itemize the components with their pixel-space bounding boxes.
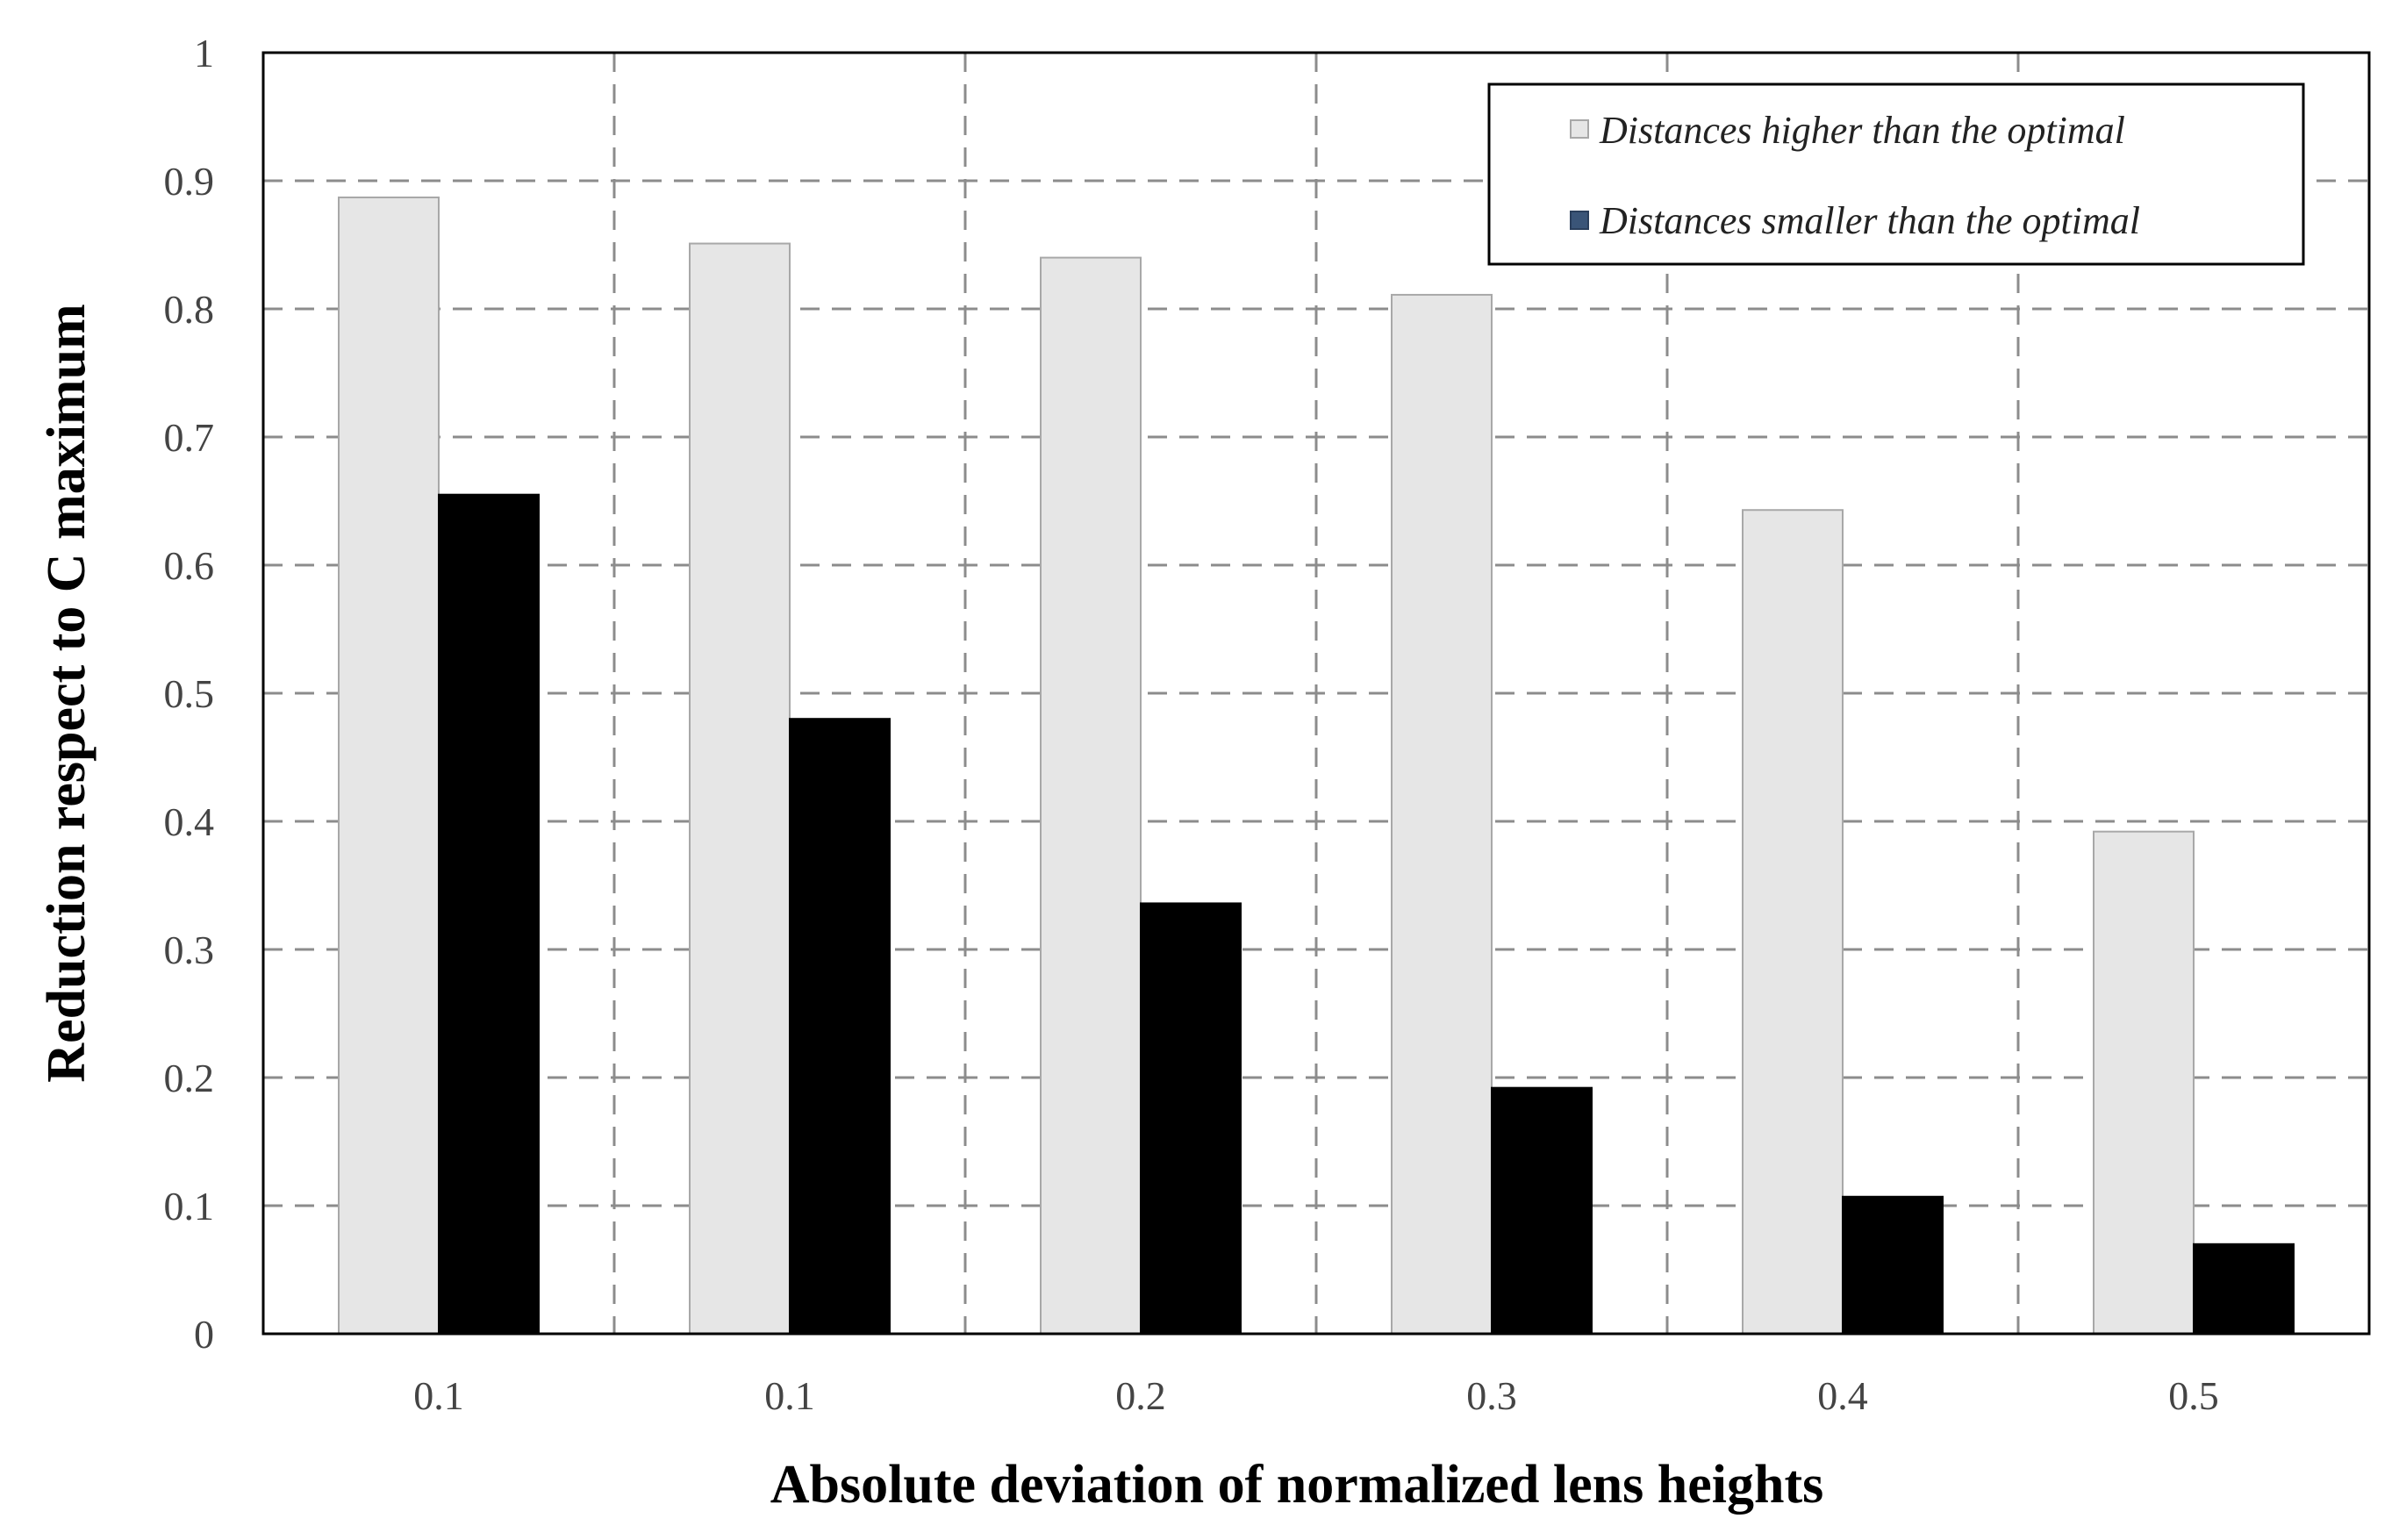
legend-box	[1487, 82, 2305, 266]
bar-higher	[1391, 293, 1493, 1336]
y-tick-label: 0.2	[164, 1056, 215, 1100]
x-axis-ticks: 0.1 0.1 0.2 0.3 0.4 0.5	[413, 1373, 2219, 1418]
bars	[338, 196, 2295, 1336]
y-tick-label: 0.7	[164, 415, 215, 460]
y-axis-ticks: 0 0.1 0.2 0.3 0.4 0.5 0.6 0.7 0.8 0.9 1	[164, 31, 215, 1357]
bar-higher	[338, 196, 440, 1336]
x-tick-label: 0.4	[1817, 1373, 1868, 1418]
legend-label-higher: Distances higher than the optimal	[1599, 109, 2125, 152]
x-tick-label: 0.1	[764, 1373, 815, 1418]
x-tick-label: 0.5	[2168, 1373, 2219, 1418]
y-tick-label: 0.4	[164, 799, 215, 844]
legend-marker-higher	[1570, 119, 1589, 139]
bar-smaller	[1140, 902, 1242, 1335]
y-tick-label: 0.6	[164, 543, 215, 588]
y-tick-label: 0.1	[164, 1184, 215, 1228]
bar-smaller	[1491, 1086, 1593, 1336]
x-axis-title: Absolute deviation of normalized lens he…	[770, 1455, 1823, 1515]
gridlines	[263, 53, 2369, 1334]
bar-higher	[689, 242, 791, 1335]
bar-higher	[1040, 256, 1142, 1336]
plot-area-frame	[261, 51, 2371, 1336]
bar-smaller	[438, 493, 540, 1335]
x-tick-label: 0.3	[1466, 1373, 1517, 1418]
y-tick-label: 1	[194, 31, 214, 75]
legend-marker-smaller	[1570, 211, 1589, 230]
bar-smaller	[2193, 1243, 2295, 1336]
bar-higher	[2093, 830, 2195, 1335]
y-tick-label: 0.9	[164, 159, 215, 204]
y-axis-title: Reduction respect to C maximum	[37, 304, 97, 1082]
bar-smaller	[1842, 1195, 1944, 1336]
legend: Distances higher than the optimal Distan…	[1487, 82, 2305, 266]
y-tick-label: 0.8	[164, 287, 215, 332]
y-tick-label: 0.5	[164, 671, 215, 716]
bar-smaller	[789, 718, 891, 1335]
y-tick-label: 0	[194, 1312, 214, 1357]
x-tick-label: 0.1	[413, 1373, 464, 1418]
legend-label-smaller: Distances smaller than the optimal	[1599, 199, 2140, 242]
y-tick-label: 0.3	[164, 928, 215, 972]
x-tick-label: 0.2	[1115, 1373, 1166, 1418]
bar-higher	[1742, 509, 1844, 1335]
